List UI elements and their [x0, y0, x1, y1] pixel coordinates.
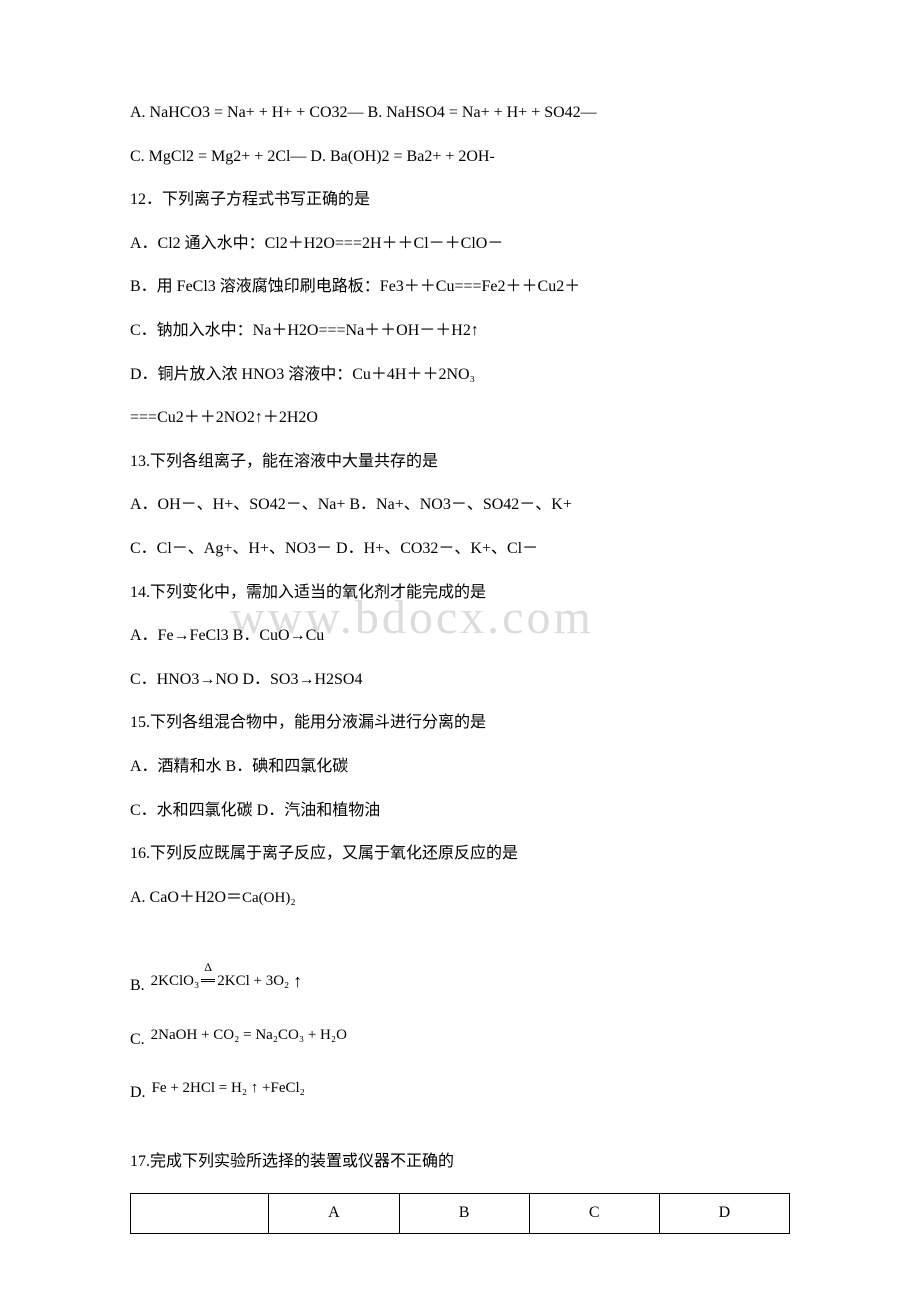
q16-c-formula: 2NaOH + CO₂ = Na₂CO₃ + H₂O — [151, 1023, 347, 1047]
table-cell-b: B — [399, 1193, 529, 1233]
q16-option-b: B. 2KClO₃ Δ 2KCl + 3O₂ ↑ — [130, 963, 790, 999]
q17-table: A B C D — [130, 1193, 790, 1234]
q12-option-c: C．钠加入水中：Na＋H2O===Na＋＋OH－＋H2↑ — [130, 318, 790, 344]
table-cell-d: D — [659, 1193, 789, 1233]
q16-a-prefix: A. CaO＋H2O＝ — [130, 889, 242, 906]
q16-b-formula-1: 2KClO₃ — [151, 969, 200, 993]
q16-d-formula: Fe + 2HCl = H₂ ↑ +FeCl₂ — [152, 1076, 305, 1100]
q17-stem: 17.完成下列实验所选择的装置或仪器不正确的 — [130, 1149, 790, 1175]
q16-option-c: C. 2NaOH + CO₂ = Na₂CO₃ + H₂O — [130, 1017, 790, 1053]
q15-stem: 15.下列各组混合物中，能用分液漏斗进行分离的是 — [130, 710, 790, 736]
q12-option-d-line2: ===Cu2＋＋2NO2↑＋2H2O — [130, 405, 790, 431]
q12-option-d-line1: D．铜片放入浓 HNO3 溶液中：Cu＋4H＋＋2NO₃ — [130, 362, 790, 388]
table-row: A B C D — [131, 1193, 790, 1233]
q16-a-formula: Ca(OH)₂ — [242, 890, 296, 906]
q16-d-prefix: D. — [130, 1070, 146, 1106]
q12-stem: 12．下列离子方程式书写正确的是 — [130, 187, 790, 213]
q11-option-ab: A. NaHCO3 = Na+ + H+ + CO32— B. NaHSO4 =… — [130, 100, 790, 126]
up-arrow-icon: ↑ — [293, 967, 302, 996]
q16-b-prefix: B. — [130, 963, 145, 999]
q16-b-formula-2: 2KCl + 3O₂ — [217, 969, 289, 993]
q13-option-ab: A．OH－、H+、SO42－、Na+ B．Na+、NO3－、SO42－、K+ — [130, 492, 790, 518]
q13-stem: 13.下列各组离子，能在溶液中大量共存的是 — [130, 449, 790, 475]
q11-option-cd: C. MgCl2 = Mg2+ + 2Cl— D. Ba(OH)2 = Ba2+… — [130, 144, 790, 170]
q13-option-cd: C．Cl－、Ag+、H+、NO3－ D．H+、CO32－、K+、Cl－ — [130, 536, 790, 562]
q16-option-a: A. CaO＋H2O＝Ca(OH)₂ — [130, 885, 790, 911]
q16-stem: 16.下列反应既属于离子反应，又属于氧化还原反应的是 — [130, 841, 790, 867]
document-content: A. NaHCO3 = Na+ + H+ + CO32— B. NaHSO4 =… — [130, 100, 790, 1234]
table-cell-c: C — [529, 1193, 659, 1233]
q12-option-b: B．用 FeCl3 溶液腐蚀印刷电路板：Fe3＋＋Cu===Fe2＋＋Cu2＋ — [130, 274, 790, 300]
table-cell-empty — [131, 1193, 269, 1233]
q14-stem: 14.下列变化中，需加入适当的氧化剂才能完成的是 — [130, 580, 790, 606]
q14-option-ab: A．Fe→FeCl3 B．CuO→Cu — [130, 623, 790, 649]
q16-option-d: D. Fe + 2HCl = H₂ ↑ +FeCl₂ — [130, 1070, 790, 1106]
delta-equals-icon: Δ — [201, 968, 215, 994]
q15-option-cd: C．水和四氯化碳 D．汽油和植物油 — [130, 798, 790, 824]
table-cell-a: A — [269, 1193, 399, 1233]
q12-option-a: A．Cl2 通入水中：Cl2＋H2O===2H＋＋Cl－＋ClO－ — [130, 231, 790, 257]
q15-option-ab: A．酒精和水 B．碘和四氯化碳 — [130, 754, 790, 780]
q14-option-cd: C．HNO3→NO D．SO3→H2SO4 — [130, 667, 790, 693]
q16-c-prefix: C. — [130, 1017, 145, 1053]
